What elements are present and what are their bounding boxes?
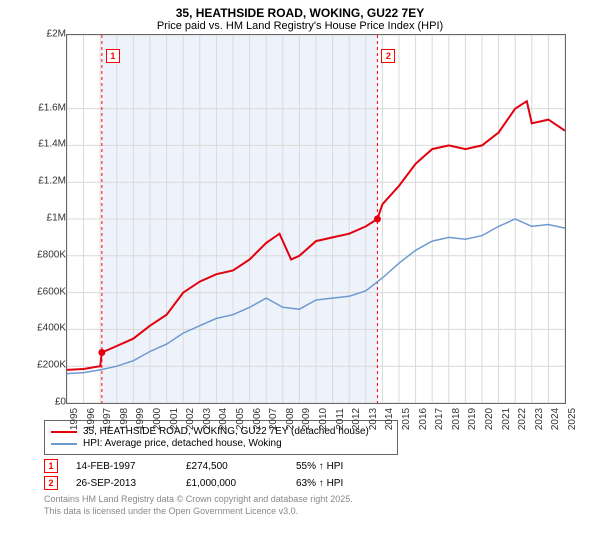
transaction-date: 14-FEB-1997 [76,461,186,472]
footer-line2: This data is licensed under the Open Gov… [44,506,600,518]
transaction-row: 1 14-FEB-1997£274,50055% ↑ HPI [44,459,600,473]
legend-label: HPI: Average price, detached house, Woki… [83,438,282,449]
x-tick-label: 2021 [501,408,512,430]
footer-line1: Contains HM Land Registry data © Crown c… [44,494,600,506]
event-marker: 2 [381,49,395,63]
x-tick-label: 2024 [550,408,561,430]
x-tick-label: 2004 [218,408,229,430]
legend-swatch [51,443,77,445]
legend-swatch [51,431,77,433]
event-marker: 2 [44,476,58,490]
legend-item: HPI: Average price, detached house, Woki… [51,438,391,449]
x-tick-label: 2009 [301,408,312,430]
y-tick-label: £600K [37,286,66,297]
x-tick-label: 1998 [119,408,130,430]
y-tick-label: £1.2M [38,176,66,187]
x-tick-label: 2023 [534,408,545,430]
y-tick-label: £1.4M [38,139,66,150]
x-tick-label: 2012 [351,408,362,430]
y-tick-label: £800K [37,249,66,260]
transaction-delta: 63% ↑ HPI [296,478,406,489]
x-tick-label: 2008 [285,408,296,430]
transactions-table: 1 14-FEB-1997£274,50055% ↑ HPI 2 26-SEP-201… [44,459,600,490]
chart-area: 12 £0£200K£400K£600K£800K£1M£1.2M£1.4M£1… [36,34,596,414]
y-tick-label: £400K [37,323,66,334]
x-tick-label: 2003 [202,408,213,430]
chart-title-line1: 35, HEATHSIDE ROAD, WOKING, GU22 7EY [0,0,600,20]
x-tick-label: 2006 [252,408,263,430]
y-tick-label: £200K [37,360,66,371]
x-tick-label: 2010 [318,408,329,430]
transaction-price: £274,500 [186,461,296,472]
y-tick-label: £1.6M [38,102,66,113]
transaction-price: £1,000,000 [186,478,296,489]
y-tick-label: £2M [47,29,66,40]
x-tick-label: 2016 [418,408,429,430]
transaction-delta: 55% ↑ HPI [296,461,406,472]
transaction-row: 2 26-SEP-2013£1,000,00063% ↑ HPI [44,476,600,490]
footer-attribution: Contains HM Land Registry data © Crown c… [44,494,600,517]
x-tick-label: 2019 [467,408,478,430]
x-tick-label: 2007 [268,408,279,430]
y-tick-label: £0 [55,397,66,408]
x-tick-label: 2017 [434,408,445,430]
chart-title-line2: Price paid vs. HM Land Registry's House … [0,20,600,34]
x-tick-label: 2005 [235,408,246,430]
x-tick-label: 2015 [401,408,412,430]
x-tick-label: 2013 [368,408,379,430]
x-tick-label: 1996 [86,408,97,430]
x-tick-label: 2020 [484,408,495,430]
x-tick-label: 1997 [102,408,113,430]
x-tick-label: 2002 [185,408,196,430]
y-tick-label: £1M [47,213,66,224]
x-tick-label: 2011 [335,408,346,430]
x-tick-label: 2025 [567,408,578,430]
event-marker: 1 [106,49,120,63]
transaction-date: 26-SEP-2013 [76,478,186,489]
x-tick-label: 2022 [517,408,528,430]
x-tick-label: 2018 [451,408,462,430]
x-tick-label: 2014 [384,408,395,430]
x-tick-label: 2000 [152,408,163,430]
x-tick-label: 2001 [169,408,180,430]
event-marker: 1 [44,459,58,473]
x-tick-label: 1995 [69,408,80,430]
x-tick-label: 1999 [135,408,146,430]
plot-region: 12 [66,34,566,404]
